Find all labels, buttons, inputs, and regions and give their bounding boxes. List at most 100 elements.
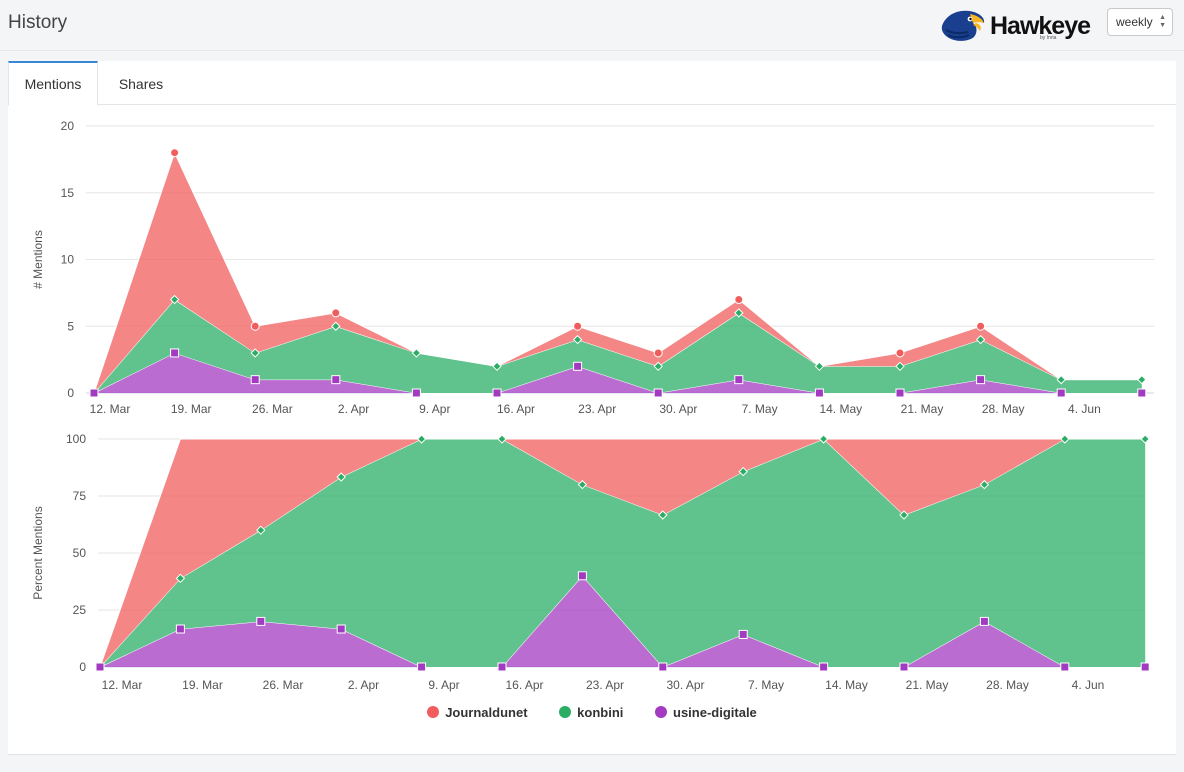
legend-marker-usine-digitale xyxy=(655,706,667,718)
brand-sub: by Inria xyxy=(1040,35,1057,41)
x-tick-label: 26. Mar xyxy=(252,402,293,416)
point-konbini xyxy=(734,308,744,318)
x-tick-label: 12. Mar xyxy=(90,402,131,416)
legend-label: konbini xyxy=(577,705,624,720)
point-konbini xyxy=(658,510,668,520)
point-konbini xyxy=(416,434,427,444)
period-select[interactable]: weekly ▲ ▼ xyxy=(1107,8,1173,36)
legend-item-journaldunet[interactable]: Journaldunet xyxy=(427,705,528,720)
point-usine-digitale xyxy=(577,571,587,581)
point-journaldunet xyxy=(734,295,744,305)
area-journaldunet xyxy=(94,152,1142,393)
chart-legend: Journaldunet konbini usine-digitale xyxy=(8,705,1176,720)
point-konbini xyxy=(975,334,986,345)
area-usine-digitale xyxy=(94,352,1142,393)
point-konbini xyxy=(979,479,990,490)
brand-name: Hawkeye xyxy=(990,11,1091,40)
point-usine-digitale xyxy=(899,662,909,672)
point-usine-digitale xyxy=(814,388,824,398)
y-tick-label: 10 xyxy=(61,253,75,267)
point-konbini xyxy=(497,434,507,444)
point-konbini xyxy=(1137,374,1147,385)
x-tick-label: 12. Mar xyxy=(102,678,143,692)
point-usine-digitale xyxy=(95,662,105,672)
point-journaldunet xyxy=(331,308,341,318)
point-konbini xyxy=(895,361,905,372)
point-usine-digitale xyxy=(976,375,986,385)
point-konbini xyxy=(169,294,180,305)
y-axis-title: # Mentions xyxy=(31,230,45,289)
point-usine-digitale xyxy=(895,388,905,398)
legend-label: usine-digitale xyxy=(673,705,757,720)
point-journaldunet xyxy=(895,348,905,358)
area-konbini xyxy=(94,299,1142,393)
point-konbini xyxy=(1140,434,1150,444)
y-tick-label: 20 xyxy=(61,119,75,133)
point-usine-digitale xyxy=(1056,388,1066,398)
x-tick-label: 26. Mar xyxy=(263,678,304,692)
x-tick-label: 14. May xyxy=(819,402,862,416)
x-tick-label: 28. May xyxy=(986,678,1029,692)
y-tick-label: 0 xyxy=(79,660,86,674)
tab-shares[interactable]: Shares xyxy=(118,76,164,92)
point-konbini xyxy=(653,361,663,372)
point-konbini xyxy=(577,479,588,490)
y-axis-title: Percent Mentions xyxy=(31,506,45,599)
x-tick-label: 21. May xyxy=(901,402,944,416)
point-konbini xyxy=(572,334,583,345)
x-tick-label: 30. Apr xyxy=(659,402,697,416)
x-tick-label: 2. Apr xyxy=(338,402,369,416)
tab-bar: Mentions Shares xyxy=(8,61,1176,106)
point-usine-digitale xyxy=(170,348,180,358)
y-tick-label: 50 xyxy=(73,546,87,560)
page-title: History xyxy=(8,12,68,33)
legend-item-usine-digitale[interactable]: usine-digitale xyxy=(655,705,757,720)
legend-marker-konbini xyxy=(559,706,572,718)
x-tick-label: 19. Mar xyxy=(182,678,223,692)
legend-marker-journaldunet xyxy=(427,706,440,718)
point-konbini xyxy=(492,361,502,372)
x-tick-label: 19. Mar xyxy=(171,402,212,416)
point-usine-digitale xyxy=(573,361,583,371)
x-tick-label: 23. Apr xyxy=(578,402,616,416)
point-konbini xyxy=(411,348,422,358)
point-konbini xyxy=(336,472,346,482)
point-usine-digitale xyxy=(979,616,989,626)
x-tick-label: 21. May xyxy=(906,678,949,692)
point-konbini xyxy=(738,466,748,477)
x-tick-label: 2. Apr xyxy=(348,678,379,692)
x-tick-label: 7. May xyxy=(748,678,784,692)
point-usine-digitale xyxy=(256,616,266,626)
x-tick-label: 9. Apr xyxy=(428,678,459,692)
point-journaldunet xyxy=(573,321,583,331)
point-usine-digitale xyxy=(1137,388,1147,398)
legend-item-konbini[interactable]: konbini xyxy=(559,705,623,720)
x-tick-label: 16. Apr xyxy=(505,678,543,692)
point-usine-digitale xyxy=(658,662,668,672)
header-bar: History Hawkeye by Inria weekly ▲ ▼ xyxy=(0,0,1184,51)
point-usine-digitale xyxy=(1140,662,1150,672)
x-tick-label: 28. May xyxy=(982,402,1025,416)
point-usine-digitale xyxy=(331,375,341,385)
hawk-icon xyxy=(941,10,985,41)
point-usine-digitale xyxy=(492,388,502,398)
point-usine-digitale xyxy=(417,662,427,672)
point-journaldunet xyxy=(653,348,663,358)
point-konbini xyxy=(1060,434,1070,444)
history-card: Mentions Shares 0 5 10 15 20 # Mentions 12. Ma… xyxy=(8,61,1176,755)
point-journaldunet xyxy=(250,321,260,331)
x-tick-label: 4. Jun xyxy=(1072,678,1105,692)
x-tick-label: 14. May xyxy=(825,678,868,692)
point-usine-digitale xyxy=(89,388,99,398)
x-tick-label: 9. Apr xyxy=(419,402,450,416)
point-konbini xyxy=(899,510,909,520)
point-konbini xyxy=(1056,374,1066,385)
x-tick-label: 16. Apr xyxy=(497,402,535,416)
point-konbini xyxy=(250,348,260,358)
tab-mentions[interactable]: Mentions xyxy=(8,61,98,106)
point-usine-digitale xyxy=(497,662,507,672)
point-usine-digitale xyxy=(738,629,748,639)
y-tick-label: 75 xyxy=(73,489,87,503)
point-usine-digitale xyxy=(250,375,260,385)
x-tick-label: 23. Apr xyxy=(586,678,624,692)
